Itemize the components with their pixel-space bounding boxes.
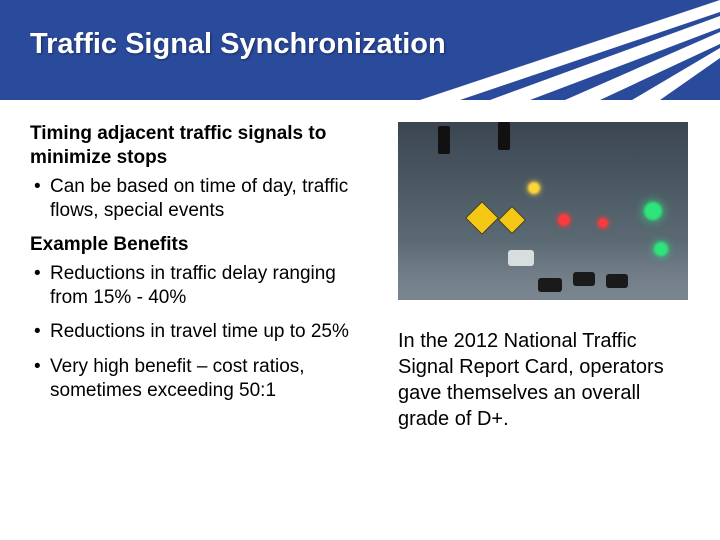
- traffic-photo: [398, 122, 688, 300]
- photo-caption: In the 2012 National Traffic Signal Repo…: [398, 328, 692, 432]
- slide-body: Timing adjacent traffic signals to minim…: [0, 100, 720, 432]
- bullets-timing: Can be based on time of day, traffic flo…: [30, 175, 370, 224]
- list-item: Reductions in traffic delay ranging from…: [30, 262, 370, 311]
- right-column: In the 2012 National Traffic Signal Repo…: [398, 122, 692, 432]
- list-item: Very high benefit – cost ratios, sometim…: [30, 355, 370, 404]
- left-column: Timing adjacent traffic signals to minim…: [30, 122, 370, 432]
- list-item: Reductions in travel time up to 25%: [30, 320, 370, 344]
- subhead-benefits: Example Benefits: [30, 233, 370, 257]
- bullets-benefits: Reductions in traffic delay ranging from…: [30, 262, 370, 404]
- slide-title: Traffic Signal Synchronization: [30, 28, 720, 61]
- subhead-timing: Timing adjacent traffic signals to minim…: [30, 122, 370, 171]
- list-item: Can be based on time of day, traffic flo…: [30, 175, 370, 224]
- slide-header: Traffic Signal Synchronization: [0, 0, 720, 100]
